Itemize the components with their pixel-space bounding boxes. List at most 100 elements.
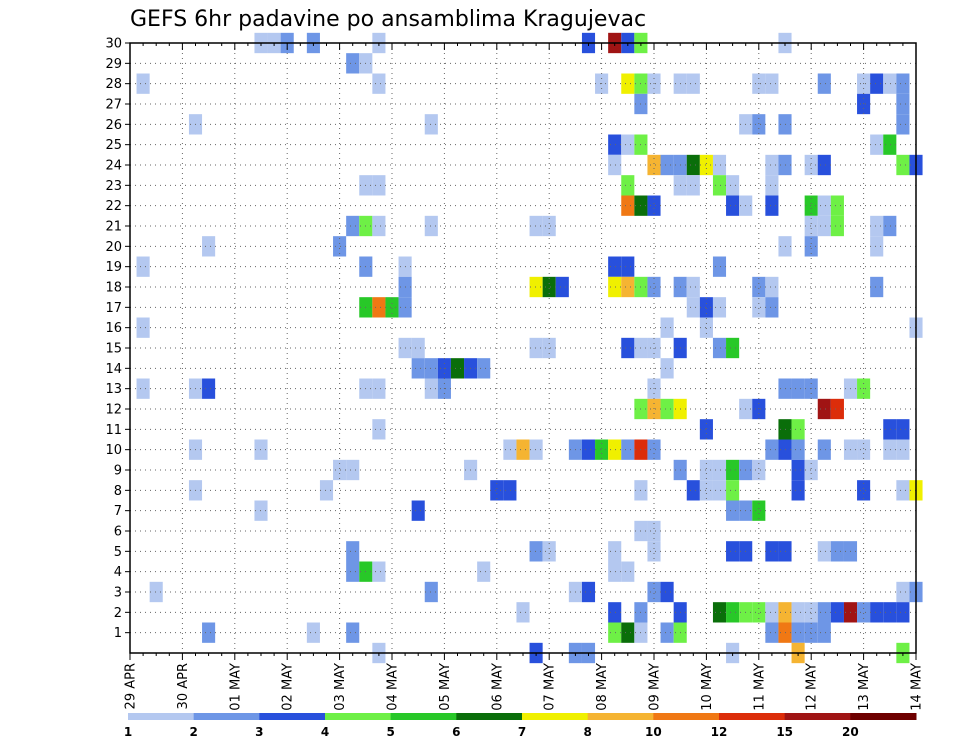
heatmap-cell xyxy=(712,459,727,481)
heatmap-cell xyxy=(870,236,884,257)
heatmap-cell xyxy=(621,73,635,94)
heatmap-cell xyxy=(333,236,347,257)
heatmap-cell xyxy=(346,622,360,643)
heatmap-cell xyxy=(581,581,596,603)
heatmap-cell xyxy=(660,622,674,643)
heatmap-cell xyxy=(765,276,779,298)
heatmap-cell xyxy=(608,134,622,155)
heatmap-cell xyxy=(529,541,543,562)
heatmap-cell xyxy=(372,378,386,399)
y-tick-label: 19 xyxy=(105,260,122,275)
heatmap-cell xyxy=(699,419,713,440)
colorbar-swatch xyxy=(390,713,457,720)
heatmap-cell xyxy=(765,73,779,94)
heatmap-cell xyxy=(896,154,910,176)
heatmap-cell xyxy=(896,114,910,135)
heatmap-cell xyxy=(804,236,818,257)
y-tick-label: 16 xyxy=(105,321,122,336)
heatmap-cell xyxy=(896,602,910,623)
heatmap-cell xyxy=(791,602,805,623)
heatmap-cell xyxy=(726,459,740,481)
heatmap-cell xyxy=(896,73,910,94)
heatmap-cell xyxy=(621,439,635,460)
heatmap-cell xyxy=(581,439,596,460)
heatmap-cell xyxy=(765,195,779,216)
heatmap-cell xyxy=(136,378,150,399)
heatmap-cell xyxy=(503,439,517,460)
y-tick-label: 17 xyxy=(105,301,122,316)
heatmap-cell xyxy=(896,93,910,115)
heatmap-cell xyxy=(726,500,740,521)
heatmap-cell xyxy=(752,276,766,298)
heatmap-cell xyxy=(450,358,465,379)
heatmap-cell xyxy=(621,256,635,277)
heatmap-cell xyxy=(647,581,661,603)
heatmap-cell xyxy=(424,358,438,379)
heatmap-cell xyxy=(699,297,713,318)
y-tick-label: 26 xyxy=(105,118,122,133)
y-tick-label: 10 xyxy=(105,443,122,458)
heatmap-cell xyxy=(686,480,700,501)
heatmap-cell xyxy=(686,154,700,176)
y-tick-label: 5 xyxy=(114,545,122,560)
heatmap-cell xyxy=(346,459,360,481)
heatmap-cell xyxy=(726,175,740,196)
heatmap-cell xyxy=(346,215,360,237)
heatmap-cell xyxy=(647,276,661,298)
heatmap-cell xyxy=(647,195,661,216)
heatmap-cell xyxy=(765,602,779,623)
heatmap-cell xyxy=(542,276,556,298)
colorbar-swatch xyxy=(653,713,720,720)
heatmap-cell xyxy=(621,276,635,298)
heatmap-cell xyxy=(817,73,831,94)
heatmap-cell xyxy=(804,459,818,481)
heatmap-cell xyxy=(608,439,622,460)
colorbar-label: 8 xyxy=(583,725,591,739)
y-tick-label: 2 xyxy=(114,606,122,621)
y-axis: 1234567891011121314151617181920212223242… xyxy=(105,37,130,641)
heatmap-cell xyxy=(896,419,910,440)
heatmap-cell xyxy=(830,602,844,623)
colorbar: 1 2 3 4 5 6 7 8 10 12 15 20 xyxy=(124,713,917,739)
heatmap-cell xyxy=(647,154,661,176)
heatmap-cell xyxy=(699,480,713,501)
heatmap-cell xyxy=(712,337,727,359)
y-tick-label: 13 xyxy=(105,382,122,397)
heatmap-cell xyxy=(804,154,818,176)
x-tick-label: 11 MAY xyxy=(752,663,767,711)
x-axis: 29 APR 30 APR 01 MAY 02 MAY 03 MAY 04 MAY 05 M… xyxy=(124,43,925,711)
x-tick-label: 14 MAY xyxy=(910,663,925,711)
heatmap-cell xyxy=(346,53,360,74)
heatmap-cell xyxy=(660,398,674,420)
heatmap-cell xyxy=(726,195,740,216)
colorbar-label: 12 xyxy=(711,725,728,739)
colorbar-label: 3 xyxy=(255,725,263,739)
heatmap-cell xyxy=(608,561,622,582)
heatmap-cell xyxy=(503,480,517,501)
heatmap-cell xyxy=(372,215,386,237)
heatmap-cell xyxy=(647,541,661,562)
heatmap-cell xyxy=(712,297,727,318)
heatmap-cell xyxy=(660,581,674,603)
heatmap-cell xyxy=(883,439,897,460)
heatmap-cell xyxy=(752,114,766,135)
colorbar-label: 10 xyxy=(645,725,662,739)
heatmap-cell xyxy=(529,439,543,460)
colorbar-label: 4 xyxy=(321,725,329,739)
colorbar-swatch xyxy=(522,713,589,720)
chart-title: GEFS 6hr padavine po ansamblima Kragujev… xyxy=(130,7,646,32)
heatmap-cell xyxy=(804,195,818,216)
heatmap-cell xyxy=(647,337,661,359)
y-tick-label: 8 xyxy=(114,484,122,499)
heatmap-cell xyxy=(712,154,727,176)
heatmap-cell xyxy=(477,358,491,379)
heatmap-cell xyxy=(306,622,320,643)
heatmap-cell xyxy=(516,439,530,460)
heatmap-cell xyxy=(817,541,831,562)
heatmap-cell xyxy=(857,439,871,460)
heatmap-cell xyxy=(621,337,635,359)
heatmap-cell xyxy=(791,622,805,643)
colorbar-swatch xyxy=(784,713,851,720)
heatmap-cell xyxy=(647,520,661,542)
